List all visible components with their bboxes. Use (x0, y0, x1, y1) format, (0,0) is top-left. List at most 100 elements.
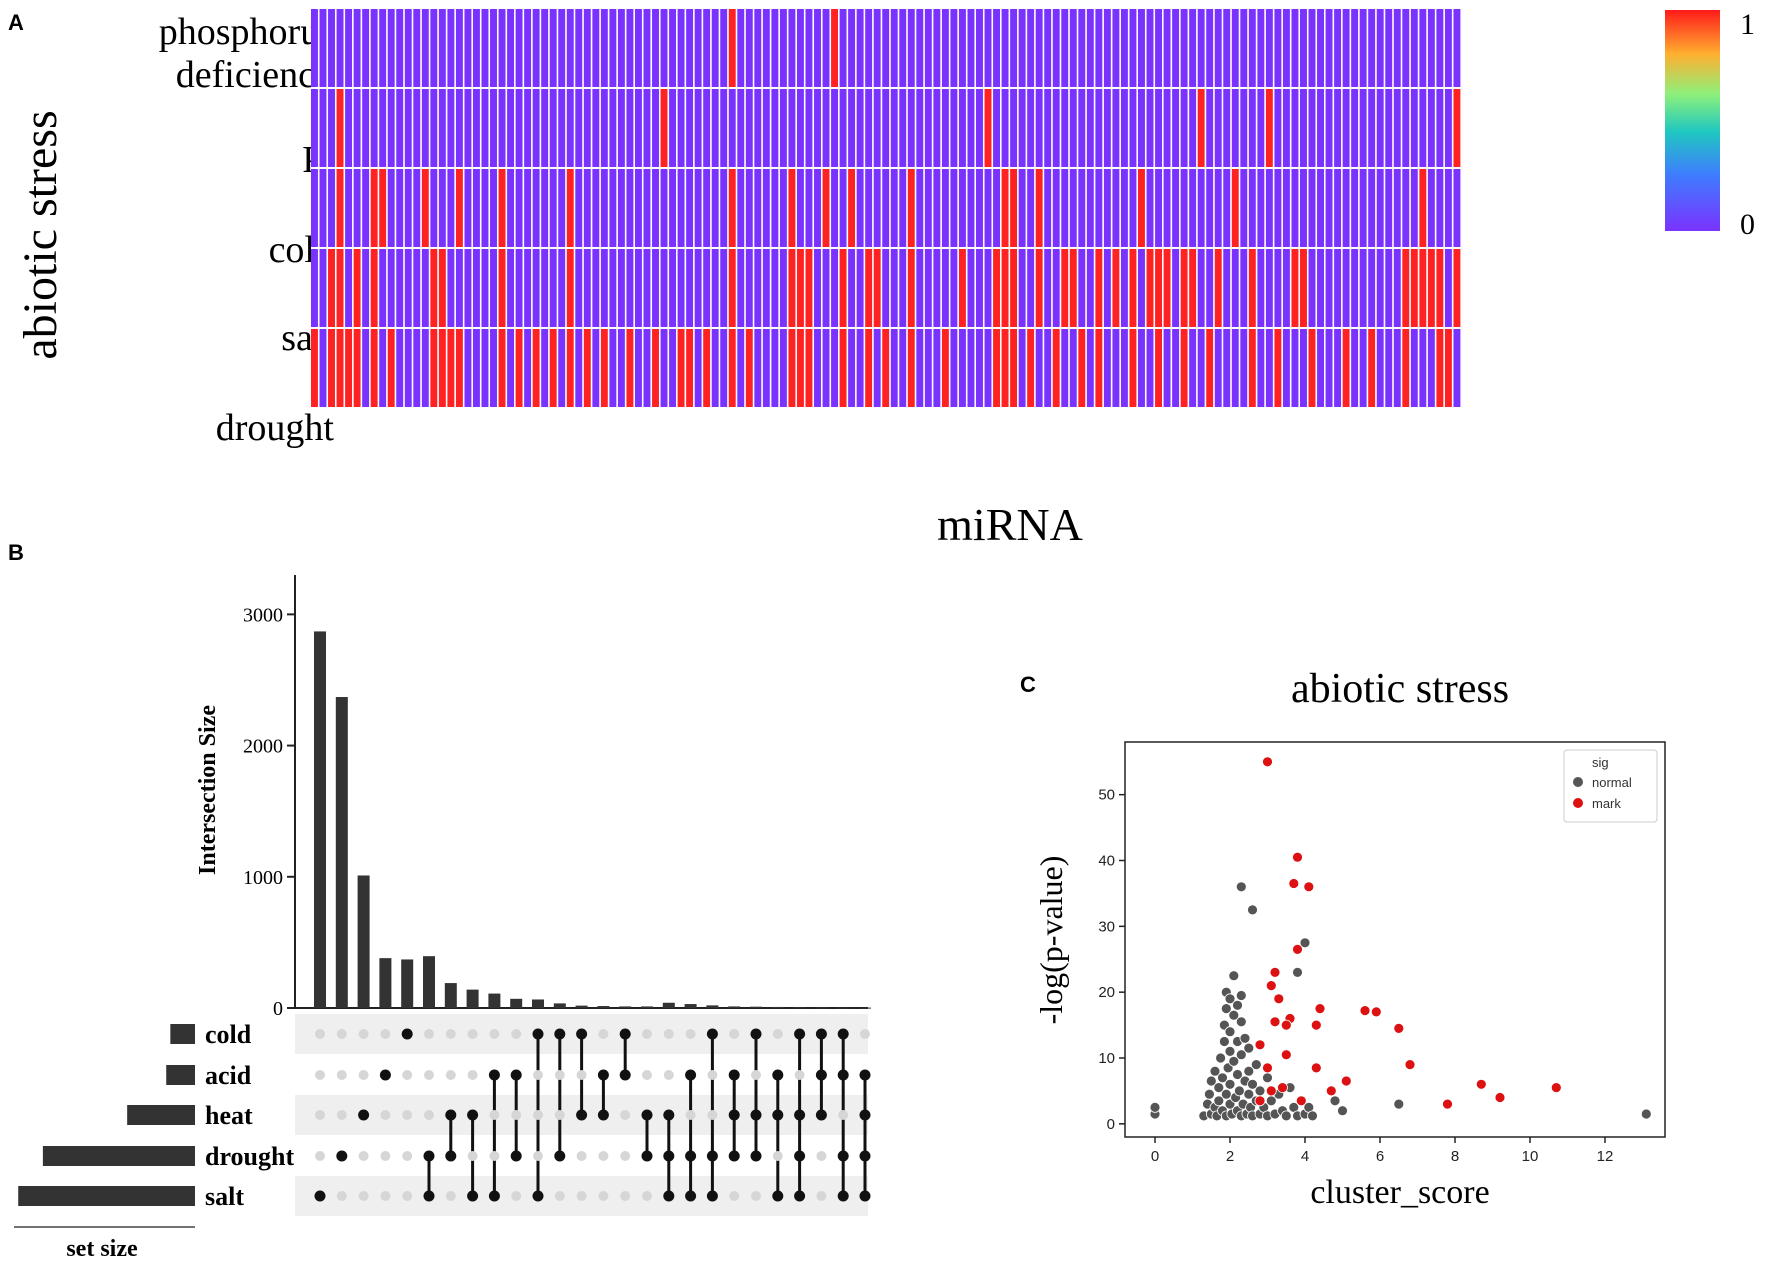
empty-dot (642, 1191, 652, 1201)
heatmap-cell (583, 329, 591, 407)
heatmap-cell (958, 249, 966, 327)
y-tick-label: 10 (1098, 1050, 1115, 1067)
heatmap-cell (686, 9, 694, 87)
heatmap-cell (1325, 9, 1333, 87)
heatmap-cell (1018, 9, 1026, 87)
heatmap-cell (490, 329, 497, 407)
heatmap-cell (1052, 329, 1060, 407)
empty-dot (685, 1029, 696, 1039)
heatmap-cell (379, 169, 387, 247)
heatmap-cell (822, 9, 830, 87)
heatmap-cell (1317, 249, 1324, 327)
heatmap-cell (447, 329, 455, 407)
heatmap-cell (1334, 329, 1342, 407)
heatmap-cell (1427, 9, 1435, 87)
heatmap-cell (831, 169, 839, 247)
heatmap-cell (831, 329, 839, 407)
heatmap-cell (745, 329, 753, 407)
heatmap-cell (1061, 249, 1069, 327)
heatmap-cell (1180, 329, 1188, 407)
upset-matrix (295, 1014, 871, 1216)
heatmap-cell (1095, 249, 1103, 327)
heatmap-cell (660, 249, 668, 327)
heatmap-cell (1163, 169, 1171, 247)
heatmap-cell (507, 9, 515, 87)
heatmap-cell (1052, 169, 1060, 247)
empty-dot (380, 1110, 391, 1120)
heatmap-cell (1248, 169, 1256, 247)
heatmap-y-axis-label: abiotic stress (14, 110, 67, 359)
heatmap-cell (328, 169, 335, 247)
mark-point (1269, 1016, 1281, 1028)
membership-dot (510, 1150, 522, 1162)
empty-dot (424, 1029, 434, 1039)
heatmap-cell (924, 249, 932, 327)
empty-dot (554, 1110, 565, 1120)
heatmap-cell (1410, 89, 1418, 167)
heatmap-cell (643, 169, 651, 247)
empty-dot (336, 1029, 347, 1039)
membership-dot (467, 1190, 479, 1202)
intersection-bar (597, 1006, 610, 1008)
heatmap-cell (1359, 329, 1367, 407)
intersection-bar (379, 958, 392, 1008)
membership-dot (510, 1069, 522, 1081)
heatmap-cell (1265, 89, 1273, 167)
normal-point (1213, 1082, 1225, 1093)
heatmap-cell (677, 329, 685, 407)
normal-point (1209, 1065, 1221, 1077)
empty-dot (445, 1070, 456, 1080)
heatmap-cell (319, 9, 327, 87)
set-size-bars (18, 1024, 196, 1206)
heatmap-cell (1027, 329, 1035, 407)
normal-point (1228, 1055, 1240, 1067)
normal-point (1228, 970, 1240, 982)
heatmap-cell (524, 249, 532, 327)
empty-dot (816, 1191, 827, 1201)
heatmap-cell (1334, 249, 1342, 327)
heatmap-cell (771, 9, 779, 87)
heatmap-cell (592, 9, 600, 87)
heatmap-cell (814, 329, 821, 407)
heatmap-cell (933, 249, 941, 327)
heatmap-cell (1155, 329, 1162, 407)
set-label: heat (205, 1101, 253, 1130)
heatmap-cell (694, 329, 702, 407)
heatmap-cell (1061, 169, 1069, 247)
intersection-bar (466, 989, 479, 1008)
colorbar-min-label: 0 (1740, 208, 1755, 241)
mark-point (1277, 1082, 1288, 1093)
heatmap-cell (873, 9, 881, 87)
heatmap-cell (1351, 9, 1359, 87)
empty-dot (598, 1151, 609, 1161)
heatmap-cell (1300, 89, 1307, 167)
legend-marker-mark (1573, 798, 1583, 808)
heatmap-cell (413, 89, 421, 167)
normal-point (1235, 1016, 1247, 1028)
membership-dot (772, 1069, 784, 1081)
heatmap-cell (1069, 169, 1077, 247)
normal-point (1239, 1032, 1251, 1044)
membership-dot (641, 1109, 653, 1121)
heatmap-cell (745, 9, 753, 87)
heatmap-cell (1086, 329, 1094, 407)
heatmap-cell (532, 329, 540, 407)
heatmap-cell (669, 329, 677, 407)
heatmap-cell (839, 329, 847, 407)
heatmap-cell (455, 169, 463, 247)
heatmap-cell (950, 169, 958, 247)
membership-dot (358, 1109, 370, 1121)
heatmap-cell (387, 9, 395, 87)
heatmap-cell (319, 169, 327, 247)
heatmap-cell (1231, 169, 1239, 247)
heatmap-cell (916, 169, 924, 247)
membership-dot (837, 1069, 849, 1081)
heatmap-cell (865, 89, 873, 167)
heatmap-cell (865, 9, 873, 87)
heatmap-cell (882, 9, 890, 87)
membership-dot (663, 1190, 675, 1202)
normal-point (1299, 937, 1311, 949)
normal-point (1254, 1085, 1266, 1097)
heatmap-cell (1248, 249, 1256, 327)
intersection-bar (662, 1002, 675, 1008)
